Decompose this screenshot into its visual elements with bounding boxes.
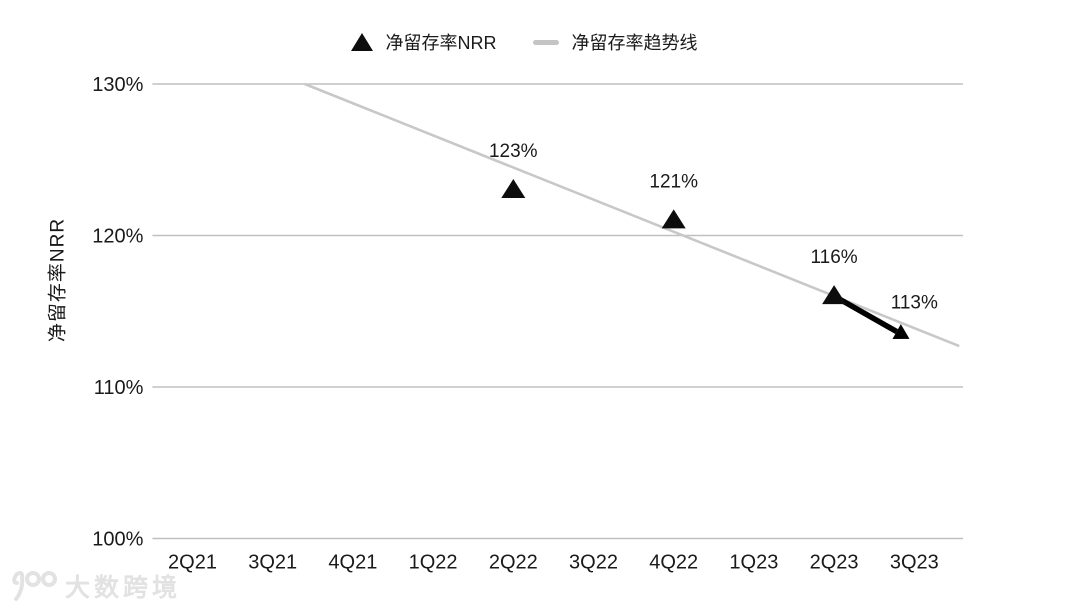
legend-item-trendline: 净留存率趋势线 (532, 29, 698, 55)
legend-item-nrr: 净留存率NRR (350, 29, 497, 55)
legend-label-nrr: 净留存率NRR (385, 33, 497, 53)
x-tick-label: 1Q22 (409, 552, 458, 574)
trend-line (304, 82, 960, 348)
x-tick-label: 2Q22 (489, 552, 538, 574)
legend: 净留存率NRR 净留存率趋势线 (0, 29, 1064, 55)
data-point-label: 121% (649, 171, 698, 192)
y-tick-label: 120% (92, 226, 143, 248)
data-point-marker (661, 209, 686, 229)
y-tick-label: 130% (92, 74, 143, 96)
data-point-label: 116% (811, 247, 858, 268)
legend-label-trendline: 净留存率趋势线 (571, 33, 698, 53)
x-tick-label: 3Q21 (248, 552, 297, 574)
data-point-marker (501, 179, 526, 199)
watermark-logo-icon (12, 570, 57, 601)
x-tick-label: 1Q23 (729, 552, 778, 574)
data-point-marker (822, 285, 847, 305)
decline-arrow-head (892, 324, 910, 339)
trendline-swatch-icon (532, 39, 559, 45)
watermark: 大数跨境 (8, 568, 181, 604)
x-tick-label: 4Q21 (328, 552, 377, 574)
x-tick-label: 2Q21 (168, 552, 217, 574)
y-tick-label: 100% (92, 529, 143, 551)
watermark-text: 大数跨境 (65, 574, 182, 602)
x-tick-label: 3Q23 (890, 552, 939, 574)
y-tick-label: 110% (94, 377, 144, 399)
data-point-label: 123% (489, 141, 538, 162)
x-tick-label: 2Q23 (810, 552, 859, 574)
x-tick-label: 3Q22 (569, 552, 618, 574)
decline-arrow-shaft (835, 295, 899, 334)
x-tick-label: 4Q22 (649, 552, 698, 574)
data-point-label: 113% (891, 293, 938, 314)
triangle-marker-icon (350, 33, 373, 51)
